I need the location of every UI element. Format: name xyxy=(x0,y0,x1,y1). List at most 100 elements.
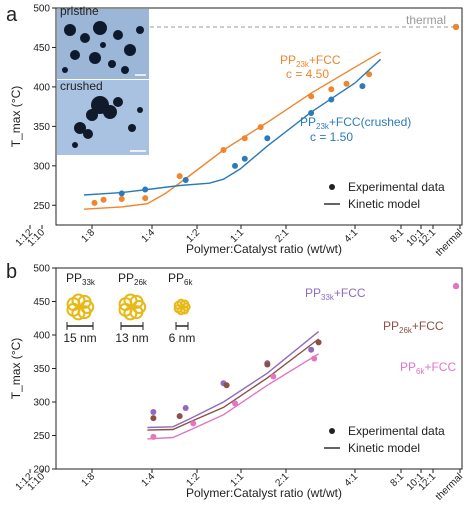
param-c-blue: c = 1.50 xyxy=(310,130,353,144)
data-point xyxy=(142,186,149,193)
model-line-1 xyxy=(147,338,320,431)
crushed-image xyxy=(57,80,149,155)
y-tick-label: 250 xyxy=(33,201,50,212)
data-point xyxy=(315,339,322,346)
label-suffix: +FCC xyxy=(309,53,341,67)
inset-label: PP33k xyxy=(66,271,96,287)
data-point xyxy=(264,135,271,142)
legend-marker-points xyxy=(329,184,335,190)
x-tick-label: 1:8 xyxy=(80,471,98,489)
particle xyxy=(80,33,90,43)
inset-label-main: PP xyxy=(66,271,82,285)
y-tick-label: 300 xyxy=(33,161,50,172)
label-main: PP xyxy=(300,115,316,129)
y-axis-label: T_max (°C) xyxy=(9,86,23,147)
label-suffix: +FCC xyxy=(412,319,444,333)
data-point xyxy=(232,400,239,407)
data-point xyxy=(257,124,264,131)
label-suffix: +FCC xyxy=(424,360,456,374)
inset-label-sub: 6k xyxy=(184,278,193,287)
legend-marker-points xyxy=(329,428,335,434)
y-tick-label: 250 xyxy=(33,431,50,442)
data-point xyxy=(182,405,189,412)
thermal-label: thermal xyxy=(406,13,446,27)
legend-label-points: Experimental data xyxy=(348,180,445,194)
model-line-1 xyxy=(83,58,382,196)
particle xyxy=(83,129,93,139)
data-point xyxy=(150,433,157,440)
series-label-blue: PP23k+FCC(crushed) xyxy=(300,115,411,131)
x-tick-label: thermal xyxy=(434,471,465,502)
thermal-point xyxy=(452,23,460,31)
inset-label-main: PP xyxy=(168,271,184,285)
x-tick-label: 1:4 xyxy=(140,227,158,245)
x-tick-label: 4:1 xyxy=(343,227,361,245)
data-point xyxy=(100,196,107,203)
particle-strand xyxy=(180,299,190,309)
label-suffix: +FCC(crushed) xyxy=(329,115,411,129)
inset-particle-0: PP33k 15 nm xyxy=(63,271,96,345)
y-tick-label: 450 xyxy=(33,43,50,54)
particle xyxy=(103,105,117,119)
scale-label: 15 nm xyxy=(63,331,96,345)
label-sub: 23k xyxy=(296,60,310,69)
thermal-point xyxy=(452,282,460,290)
particle xyxy=(113,30,123,40)
particle xyxy=(62,67,68,73)
x-tick-label: thermal xyxy=(434,227,465,258)
data-point xyxy=(91,199,98,206)
y-tick-label: 350 xyxy=(33,122,50,133)
data-point xyxy=(311,355,318,362)
particle-strand xyxy=(71,293,86,308)
particle xyxy=(124,44,136,56)
particle xyxy=(121,66,129,74)
data-point xyxy=(328,86,335,93)
data-point xyxy=(308,109,315,116)
y-tick-label: 400 xyxy=(33,331,50,342)
inset-label: PP6k xyxy=(168,271,193,287)
data-point xyxy=(182,177,189,184)
data-point xyxy=(150,415,157,422)
y-tick-label: 450 xyxy=(33,297,50,308)
particle xyxy=(70,50,80,60)
inset-particle-1: PP26k 13 nm xyxy=(115,271,148,345)
legend-label-line: Kinetic model xyxy=(348,441,420,455)
y-axis-label: T_max (°C) xyxy=(9,338,23,399)
data-point xyxy=(366,71,373,78)
particle xyxy=(64,24,76,36)
inset-label-crushed: crushed xyxy=(60,79,103,93)
y-tick-label: 400 xyxy=(33,82,50,93)
data-point xyxy=(118,195,125,202)
particle xyxy=(93,21,107,35)
particle xyxy=(128,124,136,132)
y-tick-label: 500 xyxy=(33,264,50,275)
label-sub: 26k xyxy=(399,326,413,335)
x-tick-label: 4:1 xyxy=(343,471,361,489)
model-line-0 xyxy=(147,331,320,429)
data-point xyxy=(343,80,350,87)
legend-label-line: Kinetic model xyxy=(348,197,420,211)
inset-images: pristine crushed xyxy=(57,4,149,155)
x-tick-label: 1:8 xyxy=(80,227,98,245)
series-label-0: PP33k+FCC xyxy=(305,286,366,302)
data-point xyxy=(270,373,277,380)
x-axis-label: Polymer:Catalyst ratio (wt/wt) xyxy=(186,486,342,500)
model-line-2 xyxy=(147,353,319,440)
particle xyxy=(72,142,78,148)
particle xyxy=(89,52,101,64)
data-point xyxy=(118,190,125,197)
data-point xyxy=(328,96,335,103)
y-tick-label: 300 xyxy=(33,398,50,409)
series-label-orange: PP23k+FCC xyxy=(280,53,341,69)
series-label-2: PP6k+FCC xyxy=(400,360,456,376)
inset-label-pristine: pristine xyxy=(60,4,99,18)
label-main: PP xyxy=(305,286,321,300)
label-sub: 6k xyxy=(416,367,425,376)
data-point xyxy=(223,382,230,389)
label-main: PP xyxy=(280,53,296,67)
panel-b: 2002503003504004505001:121:101:81:41:21:… xyxy=(6,261,465,503)
particle xyxy=(74,122,86,134)
inset-label-main: PP xyxy=(118,271,134,285)
label-suffix: +FCC xyxy=(334,286,366,300)
